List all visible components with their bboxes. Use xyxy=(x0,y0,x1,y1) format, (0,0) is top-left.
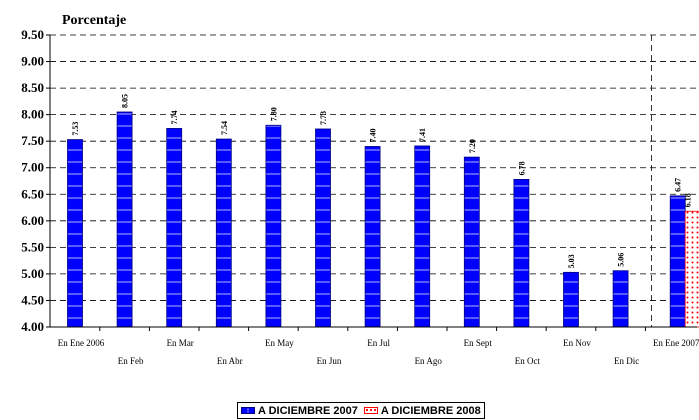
data-label-2007: 8.05 xyxy=(121,94,130,108)
x-tick-label: En Nov xyxy=(563,338,591,348)
y-tick-label: 8.00 xyxy=(21,107,44,122)
x-tick-label: En Dic xyxy=(614,356,639,366)
y-tick-label: 5.50 xyxy=(21,239,44,254)
y-tick-label: 9.00 xyxy=(21,54,44,69)
y-tick-label: 6.00 xyxy=(21,213,44,228)
axes: 4.00 4.50 5.00 5.50 6.00 6.50 7.00 7.50 8.00 8.50… xyxy=(21,27,699,366)
x-tick-label: En Mar xyxy=(167,338,194,348)
x-tick-label: En Feb xyxy=(118,356,144,366)
data-label-2007: 7.74 xyxy=(170,110,179,124)
bar-2007 xyxy=(265,124,282,328)
x-tick-label: En Abr xyxy=(217,356,243,366)
data-label-2007: 7.20 xyxy=(468,139,477,153)
y-tick-label: 6.50 xyxy=(21,186,44,201)
bar-2007 xyxy=(669,195,686,328)
x-tick-label: En Sept xyxy=(464,338,493,348)
bar-2007 xyxy=(116,111,133,328)
bar-2007 xyxy=(463,156,480,328)
y-tick-label: 4.50 xyxy=(21,292,44,307)
x-tick-label: En Jul xyxy=(367,338,390,348)
data-label-2007: 6.47 xyxy=(674,178,683,192)
y-tick-label: 9.50 xyxy=(21,27,44,42)
bar-2007 xyxy=(563,271,579,328)
bar-2007 xyxy=(513,179,530,328)
data-label-2007: 7.41 xyxy=(418,128,427,142)
legend-swatch-2007 xyxy=(241,407,255,414)
data-label-2007: 7.73 xyxy=(319,111,328,125)
bar-2007 xyxy=(612,270,629,328)
x-tick-label: En Ene 2006 xyxy=(58,338,105,348)
x-tick-label: En Ene 2007 xyxy=(653,338,699,348)
bar-2007 xyxy=(414,145,431,328)
x-tick-label: En Oct xyxy=(515,356,541,366)
bar-2007 xyxy=(67,139,83,328)
legend-label-2007: A DICIEMBRE 2007 xyxy=(258,404,358,417)
legend-item-2007: A DICIEMBRE 2007 xyxy=(241,405,358,417)
bars xyxy=(67,111,699,328)
bar-2008 xyxy=(684,210,699,328)
legend: A DICIEMBRE 2007 A DICIEMBRE 2008 xyxy=(237,402,485,419)
data-label-2007: 7.53 xyxy=(71,122,80,136)
bar-2007 xyxy=(364,146,381,328)
data-label-2007: 7.54 xyxy=(220,121,229,135)
data-label-2007: 5.03 xyxy=(567,254,576,268)
y-tick-label: 4.00 xyxy=(21,319,44,334)
legend-label-2008: A DICIEMBRE 2008 xyxy=(380,404,481,417)
y-tick-label: 5.00 xyxy=(21,266,44,281)
x-tick-label: En Jun xyxy=(317,356,342,366)
x-tick-label: En May xyxy=(265,338,294,348)
y-tick-label: 7.50 xyxy=(21,133,44,148)
data-labels: 7.53 8.05 7.74 7.54 7.80 7.73 7.40 7.41 7.20 6.78… xyxy=(71,94,693,268)
y-tick-label: 7.00 xyxy=(21,160,44,175)
data-label-2007: 6.78 xyxy=(517,161,526,175)
bar-2007 xyxy=(215,138,232,328)
y-axis-title: Porcentaje xyxy=(62,13,126,28)
data-label-2008: 6.18 xyxy=(684,193,693,207)
legend-swatch-2008 xyxy=(363,407,378,414)
bar-2007 xyxy=(166,128,183,328)
x-tick-label: En Ago xyxy=(415,356,443,366)
data-label-2007: 7.80 xyxy=(269,107,278,121)
legend-item-2008: A DICIEMBRE 2008 xyxy=(358,405,481,417)
data-label-2007: 7.40 xyxy=(369,128,378,142)
data-label-2007: 5.06 xyxy=(617,253,626,267)
bar-2007 xyxy=(315,128,331,328)
y-tick-label: 8.50 xyxy=(21,80,44,95)
